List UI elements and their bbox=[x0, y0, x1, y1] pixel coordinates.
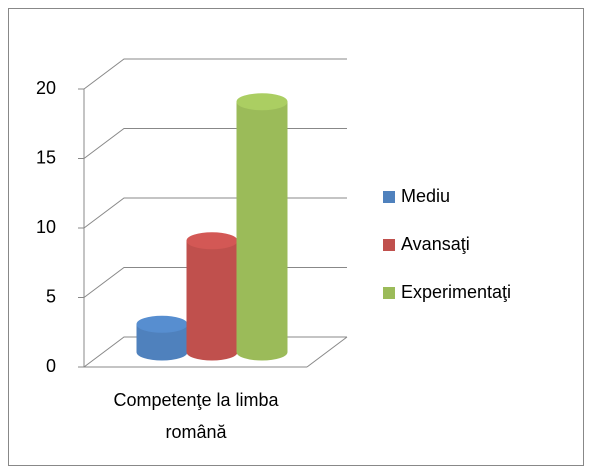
y-tick-label: 20 bbox=[36, 78, 56, 98]
bar bbox=[186, 240, 238, 361]
legend-label: Avansaţi bbox=[401, 234, 470, 254]
legend-label: Mediu bbox=[401, 186, 450, 206]
y-tick-label: 0 bbox=[46, 356, 56, 376]
legend-swatch bbox=[383, 191, 395, 203]
legend-label: Experimentaţi bbox=[401, 282, 511, 302]
y-tick-label: 5 bbox=[46, 286, 56, 306]
legend-swatch bbox=[383, 239, 395, 251]
legend-swatch bbox=[383, 287, 395, 299]
floor-line bbox=[306, 336, 348, 368]
bar bbox=[236, 101, 288, 361]
bar-top bbox=[136, 315, 188, 333]
y-tick-label: 10 bbox=[36, 217, 56, 237]
bar-top bbox=[236, 93, 288, 111]
bar bbox=[136, 323, 188, 361]
grid-line bbox=[83, 58, 347, 90]
chart-border bbox=[8, 8, 584, 466]
y-tick-label: 15 bbox=[36, 147, 56, 167]
bar-top bbox=[186, 232, 238, 250]
x-tick-label: Competenţe la limba română bbox=[113, 390, 279, 442]
